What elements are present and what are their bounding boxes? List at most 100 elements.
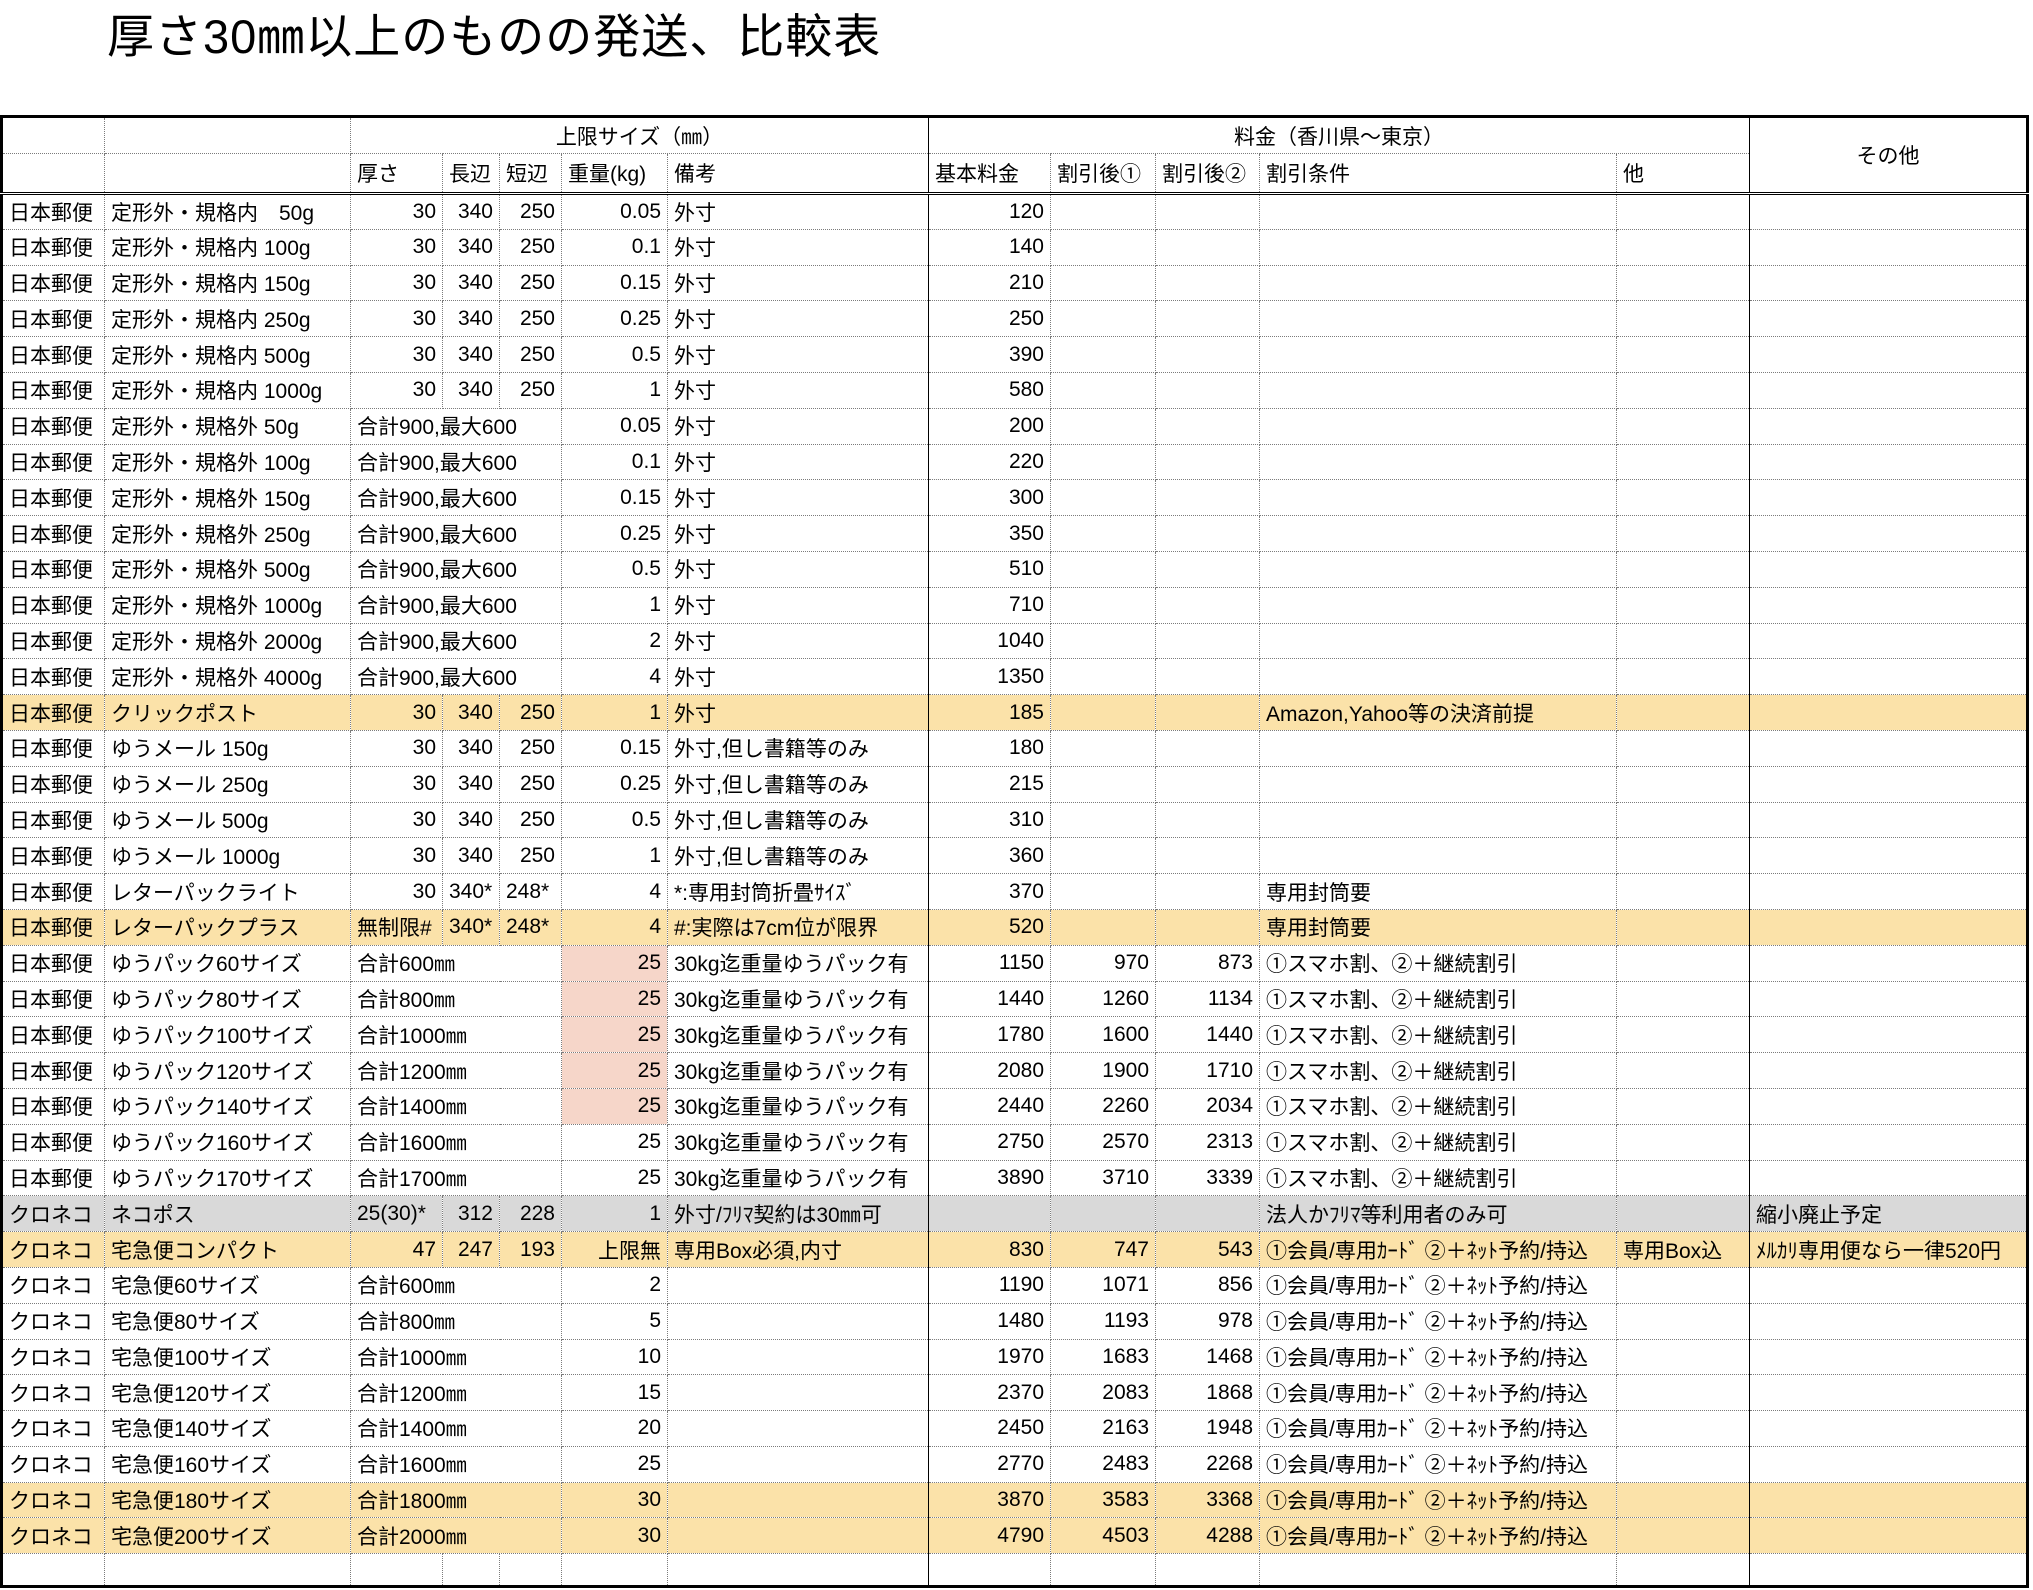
header-discount-cond: 割引条件 [1259,153,1617,195]
cell-discount1: 970 [1050,945,1156,982]
cell-discount2 [1155,873,1260,910]
cell-discount2 [1155,837,1260,875]
table-header: 上限サイズ（㎜） 料金（香川県～東京） その他 厚さ 長辺 短辺 重量(kg) … [1,116,2028,195]
cell-item: 宅急便180サイズ [104,1482,351,1519]
cell-discount1 [1050,1195,1156,1233]
cell-other [1749,1088,2028,1125]
cell-discount1 [1050,336,1156,373]
cell-item: クリックポスト [104,694,351,731]
cell-etc [1616,873,1750,910]
header-discount2: 割引後② [1155,153,1260,195]
cell-long-side: 340* [442,873,500,910]
cell-other [1749,372,2028,409]
cell-discount-cond: ①スマホ割、②＋継続割引 [1259,981,1617,1018]
cell-discount-cond [1259,658,1617,696]
cell-other [1749,265,2028,302]
cell-short-side [499,1553,562,1587]
cell-note: 外寸 [667,265,929,302]
cell-discount2 [1155,766,1260,803]
cell-discount2: 543 [1155,1231,1260,1268]
cell-etc [1616,265,1750,302]
cell-note [667,1339,929,1376]
cell-discount1 [1050,1553,1156,1587]
cell-long-side [442,1553,500,1587]
cell-size-merged: 合計1400㎜ [350,1410,562,1447]
cell-discount2 [1155,300,1260,338]
cell-discount1: 4503 [1050,1517,1156,1555]
cell-weight: 1 [561,694,668,731]
cell-item: ゆうメール 250g [104,766,351,803]
cell-other [1749,1267,2028,1304]
cell-size-merged: 合計800㎜ [350,1303,562,1340]
cell-short-side: 250 [499,265,562,302]
cell-weight: 0.25 [561,300,668,338]
cell-discount2 [1155,336,1260,373]
table-row: 日本郵便 ゆうメール 500g 30 340 250 0.5 外寸,但し書籍等のみ 310 [1,802,2028,839]
cell-size-merged: 合計900,最大600 [350,515,562,552]
cell-thickness: 25(30)* [350,1195,443,1233]
cell-other [1749,837,2028,875]
cell-weight: 25 [561,1052,668,1089]
cell-etc [1616,1517,1750,1555]
cell-base-fee: 360 [928,837,1051,875]
cell-item: ネコポス [104,1195,351,1233]
cell-etc [1616,229,1750,266]
cell-discount2 [1155,551,1260,588]
cell-short-side: 250 [499,336,562,373]
cell-carrier: 日本郵便 [1,945,105,982]
cell-size-merged: 合計900,最大600 [350,623,562,660]
header-weight: 重量(kg) [561,153,668,195]
cell-discount2 [1155,1553,1260,1587]
cell-weight: 25 [561,1446,668,1483]
cell-other [1749,193,2028,230]
cell-thickness: 無制限# [350,909,443,946]
cell-long-side: 340* [442,909,500,946]
cell-discount1: 3710 [1050,1160,1156,1197]
cell-long-side: 340 [442,372,500,409]
cell-discount2 [1155,658,1260,696]
cell-discount2 [1155,623,1260,660]
cell-discount-cond: ①会員/専用ｶｰﾄﾞ ②＋ﾈｯﾄ予約/持込 [1259,1339,1617,1376]
table-row: 日本郵便 定形外・規格外 500g 合計900,最大600 0.5 外寸 510 [1,551,2028,588]
table-row: クロネコ 宅急便100サイズ 合計1000㎜ 10 1970 1683 1468 ①会員/専用… [1,1339,2028,1376]
cell-thickness: 30 [350,372,443,409]
cell-thickness: 30 [350,229,443,266]
cell-carrier: 日本郵便 [1,766,105,803]
cell-discount-cond [1259,551,1617,588]
cell-discount-cond: ①会員/専用ｶｰﾄﾞ ②＋ﾈｯﾄ予約/持込 [1259,1267,1617,1304]
cell-weight: 0.5 [561,551,668,588]
cell-item: 定形外・規格内 150g [104,265,351,302]
cell-other [1749,909,2028,946]
cell-item: 定形外・規格内 500g [104,336,351,373]
header-short-side: 短辺 [499,153,562,195]
cell-note [667,1374,929,1412]
cell-base-fee: 520 [928,909,1051,946]
cell-other [1749,1160,2028,1197]
cell-thickness: 30 [350,336,443,373]
cell-note: 外寸,但し書籍等のみ [667,730,929,767]
cell-etc [1616,981,1750,1018]
cell-etc [1616,909,1750,946]
cell-etc [1616,1339,1750,1376]
cell-weight: 20 [561,1410,668,1447]
cell-discount1 [1050,587,1156,624]
cell-weight: 1 [561,587,668,624]
cell-base-fee: 200 [928,408,1051,445]
cell-note: 外寸 [667,623,929,660]
cell-discount2: 1710 [1155,1052,1260,1089]
cell-base-fee: 220 [928,444,1051,481]
cell-other [1749,694,2028,731]
table-row: 日本郵便 定形外・規格外 1000g 合計900,最大600 1 外寸 710 [1,587,2028,624]
cell-item: 宅急便80サイズ [104,1303,351,1340]
cell-etc [1616,658,1750,696]
cell-carrier: 日本郵便 [1,229,105,266]
cell-base-fee [928,1195,1051,1233]
cell-weight: 5 [561,1303,668,1340]
cell-base-fee [928,1553,1051,1587]
cell-discount2: 978 [1155,1303,1260,1340]
cell-base-fee: 215 [928,766,1051,803]
cell-base-fee: 210 [928,265,1051,302]
cell-carrier: クロネコ [1,1482,105,1519]
cell-carrier: 日本郵便 [1,658,105,696]
cell-other [1749,981,2028,1018]
